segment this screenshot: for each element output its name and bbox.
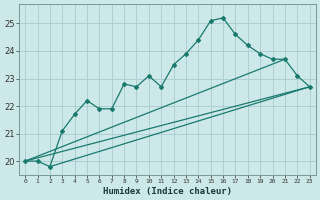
X-axis label: Humidex (Indice chaleur): Humidex (Indice chaleur) — [103, 187, 232, 196]
